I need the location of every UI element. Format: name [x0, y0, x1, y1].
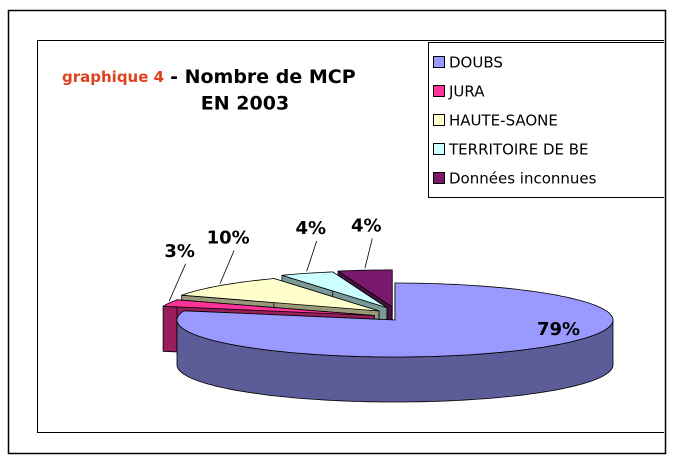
slice [176, 282, 614, 358]
legend-label: Données inconnues [449, 170, 597, 188]
legend-swatch [433, 56, 445, 68]
leader-line [306, 240, 318, 272]
legend-label: HAUTE-SAONE [449, 112, 558, 130]
leader-line [364, 238, 373, 269]
legend-swatch [433, 114, 445, 126]
slice [181, 278, 380, 312]
plot: graphique 4 - Nombre de MCP EN 2003 79% 3%… [37, 40, 664, 433]
leader-line [219, 250, 235, 284]
legend-swatch [433, 143, 445, 155]
data-label: 4% [295, 218, 326, 239]
data-label: 79% [537, 319, 580, 340]
slice [337, 269, 393, 308]
legend-label: DOUBS [449, 54, 503, 72]
data-label: 3% [164, 241, 195, 262]
legend [428, 42, 664, 198]
data-label: 4% [351, 215, 382, 236]
chart-title: graphique 4 - Nombre de MCP [62, 66, 356, 88]
legend-label: JURA [448, 83, 485, 101]
legend-label: TERRITOIRE DE BE [448, 141, 589, 159]
legend-swatch [433, 85, 445, 97]
slice [281, 271, 388, 309]
title-line: - Nombre de MCP [170, 66, 356, 88]
title-prefix: graphique 4 [62, 68, 164, 86]
leader-line [168, 263, 186, 302]
title-line: EN 2003 [201, 93, 289, 115]
inner-frame [37, 40, 664, 433]
legend-swatch [433, 172, 445, 184]
data-label: 10% [207, 227, 250, 248]
slice [162, 299, 375, 316]
